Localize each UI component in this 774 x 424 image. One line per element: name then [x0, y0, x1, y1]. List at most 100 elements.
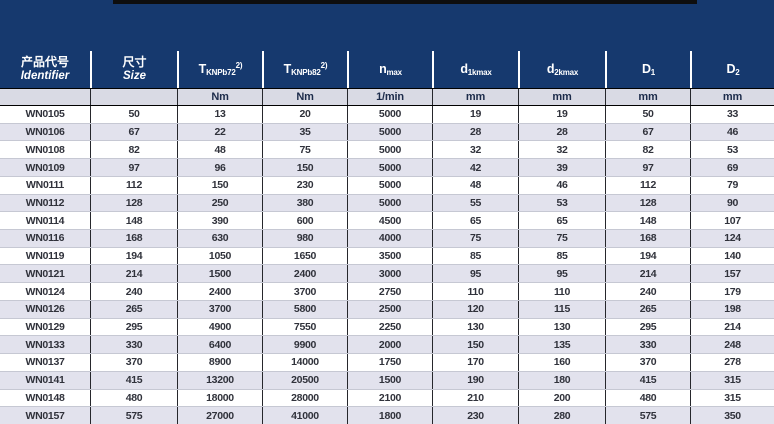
value-cell: 19	[518, 106, 605, 123]
table-row: WN0119 194 1050 1650 3500 85 85 194 140	[0, 246, 774, 265]
table-row: WN0129 295 4900 7550 2250 130 130 295 214	[0, 317, 774, 336]
value-cell: 2500	[347, 300, 432, 318]
value-cell: 13200	[177, 371, 262, 389]
identifier-cell: WN0119	[25, 250, 65, 263]
table-row: WN0111 112 150 230 5000 48 46 112 79	[0, 175, 774, 194]
header-label-formula: TKNPb822)	[283, 61, 328, 78]
value-cell: 265	[605, 300, 690, 318]
value-cell: 140	[690, 247, 774, 265]
value-cell: 4500	[347, 212, 432, 230]
value-cell: 2750	[347, 283, 432, 300]
value-cell: 4000	[347, 230, 432, 247]
value-cell: 75	[518, 230, 605, 247]
identifier-cell: WN0129	[25, 320, 65, 333]
header-cell-5: d1kmax	[432, 51, 518, 88]
value-cell: 190	[432, 371, 518, 389]
value-cell: 82	[90, 141, 177, 159]
value-cell: 2400	[177, 283, 262, 300]
header-cell-3: TKNPb822)	[262, 51, 347, 88]
value-cell: 9900	[262, 336, 347, 354]
header-label-en: Identifier	[20, 69, 70, 82]
identifier-cell: WN0124	[25, 285, 65, 298]
value-cell: 32	[518, 141, 605, 159]
value-cell: 5000	[347, 106, 432, 123]
value-cell: 33	[690, 106, 774, 123]
value-cell: 2000	[347, 336, 432, 354]
value-cell: 96	[177, 159, 262, 176]
value-cell: 370	[90, 354, 177, 371]
value-cell: 53	[518, 194, 605, 212]
value-cell: 160	[518, 354, 605, 371]
table-row: WN0121 214 1500 2400 3000 95 95 214 157	[0, 264, 774, 283]
unit-cell-0	[0, 89, 90, 105]
header-cell-0: 产品代号 Identifier	[0, 51, 90, 88]
value-cell: 179	[690, 283, 774, 300]
value-cell: 48	[432, 176, 518, 194]
table-row: WN0157 575 27000 41000 1800 230 280 575 350	[0, 406, 774, 424]
header-label-formula: d2kmax	[546, 61, 579, 77]
value-cell: 415	[605, 371, 690, 389]
value-cell: 55	[432, 194, 518, 212]
unit-cell-4: 1/min	[347, 89, 432, 105]
unit-cell-8: mm	[690, 89, 774, 105]
value-cell: 168	[90, 230, 177, 247]
value-cell: 95	[432, 265, 518, 283]
value-cell: 124	[690, 230, 774, 247]
header-label-zh: 尺寸	[122, 54, 147, 69]
value-cell: 1500	[177, 265, 262, 283]
value-cell: 148	[90, 212, 177, 230]
identifier-cell: WN0133	[25, 338, 65, 351]
header-cell-1: 尺寸 Size	[90, 51, 177, 88]
unit-cell-5: mm	[432, 89, 518, 105]
value-cell: 214	[90, 265, 177, 283]
value-cell: 85	[518, 247, 605, 265]
value-cell: 1500	[347, 371, 432, 389]
value-cell: 3500	[347, 247, 432, 265]
value-cell: 82	[605, 141, 690, 159]
value-cell: 19	[432, 106, 518, 123]
value-cell: 198	[690, 300, 774, 318]
header-label-formula: d1kmax	[460, 61, 492, 77]
value-cell: 5000	[347, 194, 432, 212]
value-cell: 41000	[262, 407, 347, 424]
value-cell: 67	[605, 123, 690, 141]
value-cell: 112	[605, 176, 690, 194]
value-cell: 350	[690, 407, 774, 424]
value-cell: 28	[432, 123, 518, 141]
value-cell: 315	[690, 389, 774, 407]
value-cell: 39	[518, 159, 605, 176]
value-cell: 115	[518, 300, 605, 318]
value-cell: 210	[432, 389, 518, 407]
value-cell: 214	[605, 265, 690, 283]
value-cell: 240	[90, 283, 177, 300]
value-cell: 27000	[177, 407, 262, 424]
value-cell: 370	[605, 354, 690, 371]
header-cell-2: TKNPb722)	[177, 51, 262, 88]
value-cell: 20500	[262, 371, 347, 389]
identifier-cell: WN0106	[25, 126, 65, 139]
value-cell: 46	[518, 176, 605, 194]
value-cell: 3700	[177, 300, 262, 318]
identifier-cell: WN0157	[25, 409, 65, 422]
value-cell: 330	[605, 336, 690, 354]
unit-cell-1	[90, 89, 177, 105]
value-cell: 97	[605, 159, 690, 176]
value-cell: 14000	[262, 354, 347, 371]
value-cell: 600	[262, 212, 347, 230]
value-cell: 22	[177, 123, 262, 141]
value-cell: 69	[690, 159, 774, 176]
table-row: WN0105 50 13 20 5000 19 19 50 33	[0, 106, 774, 123]
header-cell-6: d2kmax	[518, 51, 605, 88]
value-cell: 46	[690, 123, 774, 141]
identifier-cell: WN0114	[25, 214, 65, 227]
identifier-cell: WN0108	[25, 143, 65, 156]
value-cell: 18000	[177, 389, 262, 407]
identifier-cell: WN0141	[25, 374, 65, 387]
table-row: WN0148 480 18000 28000 2100 210 200 480 315	[0, 388, 774, 407]
header-label-en: Size	[122, 69, 146, 82]
identifier-cell: WN0137	[25, 356, 65, 369]
value-cell: 1650	[262, 247, 347, 265]
value-cell: 248	[690, 336, 774, 354]
value-cell: 120	[432, 300, 518, 318]
